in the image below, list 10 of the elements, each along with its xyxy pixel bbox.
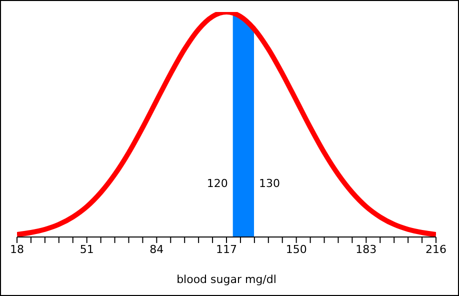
x-tick-label: 18: [10, 242, 24, 256]
x-tick-label: 216: [426, 242, 446, 256]
x-tick-label: 51: [80, 242, 94, 256]
x-axis-title: blood sugar mg/dl: [176, 273, 276, 286]
annotation: 130: [259, 176, 280, 190]
x-tick-label: 117: [216, 242, 237, 256]
x-tick-label: 183: [356, 242, 377, 256]
annotation: 120: [206, 176, 228, 190]
x-tick-label: 84: [150, 242, 164, 256]
x-tick-label: 150: [286, 242, 307, 256]
